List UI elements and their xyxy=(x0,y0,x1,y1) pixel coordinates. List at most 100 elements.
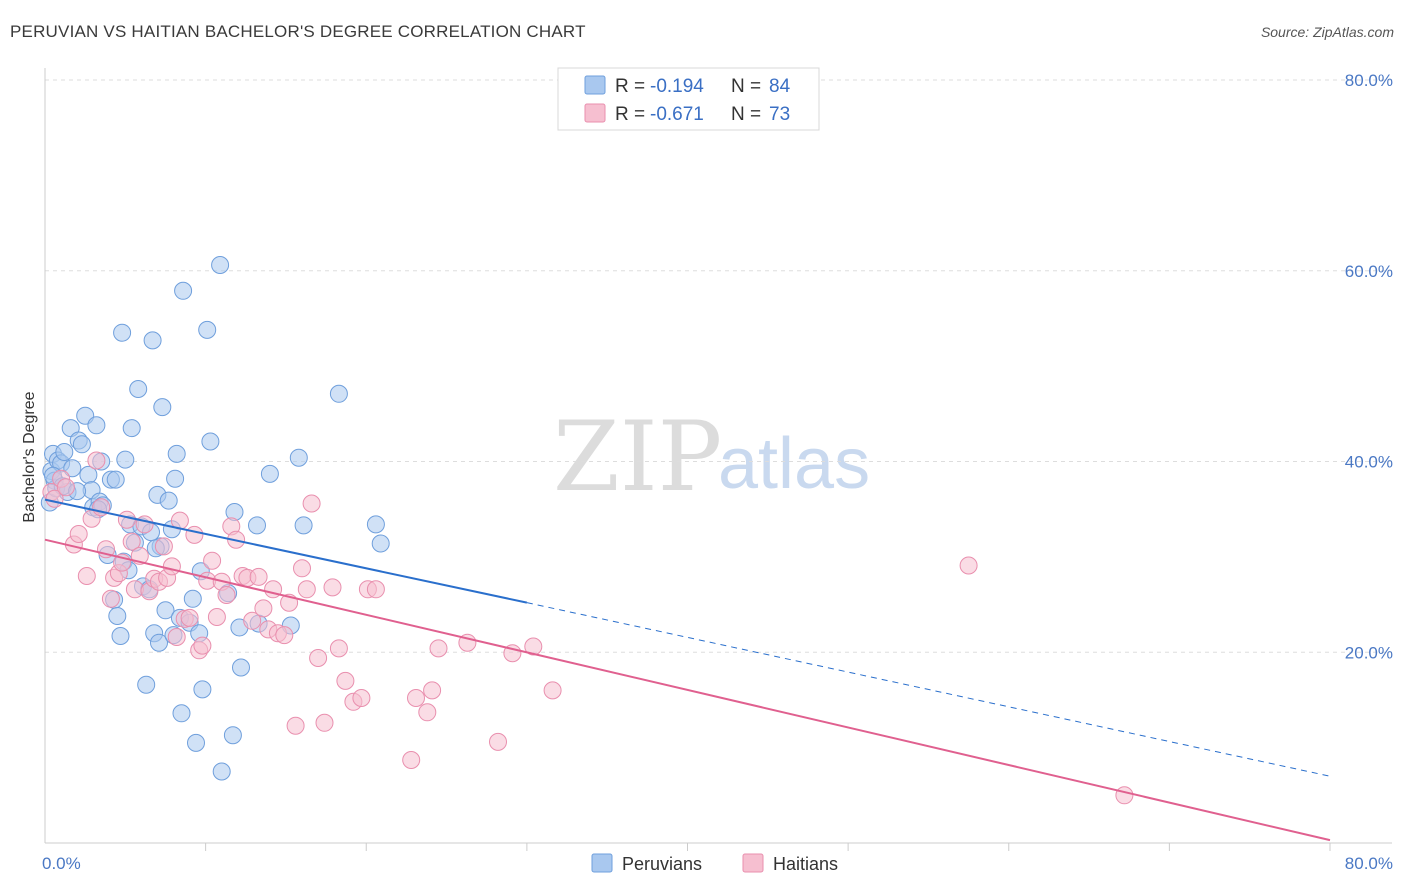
legend-n-label-2: N = xyxy=(731,104,761,125)
haitian-point-51 xyxy=(294,560,311,577)
peruvian-point-56 xyxy=(184,590,201,607)
haitian-point-63 xyxy=(403,752,420,769)
peruvian-point-12 xyxy=(73,436,90,453)
peruvian-point-70 xyxy=(249,517,266,534)
y-tick-label-1: 40.0% xyxy=(1345,453,1393,472)
peruvian-point-74 xyxy=(290,449,307,466)
haitian-point-19 xyxy=(136,516,153,533)
haitian-point-11 xyxy=(102,590,119,607)
watermark-zip: ZIP xyxy=(553,401,722,513)
haitian-point-15 xyxy=(118,511,135,528)
haitian-point-73 xyxy=(960,557,977,574)
peruvian-point-29 xyxy=(117,451,134,468)
haitian-point-55 xyxy=(316,714,333,731)
haitian-point-66 xyxy=(424,682,441,699)
peruvian-point-69 xyxy=(233,659,250,676)
legend-n-value-1: 84 xyxy=(769,76,791,97)
haitian-point-72 xyxy=(544,682,561,699)
peruvian-point-62 xyxy=(202,433,219,450)
peruvian-point-63 xyxy=(212,257,229,274)
bottom-legend: Peruvians Haitians xyxy=(592,854,838,874)
peruvian-point-66 xyxy=(224,727,241,744)
haitian-point-52 xyxy=(298,581,315,598)
peruvian-trend-extension xyxy=(527,603,1330,777)
peruvian-point-47 xyxy=(160,492,177,509)
peruvian-point-25 xyxy=(107,471,124,488)
haitian-point-74 xyxy=(1116,787,1133,804)
watermark-atlas: atlas xyxy=(718,424,870,504)
peruvian-point-45 xyxy=(154,399,171,416)
haitian-point-8 xyxy=(88,452,105,469)
haitian-point-34 xyxy=(204,552,221,569)
haitian-point-53 xyxy=(303,495,320,512)
peruvian-point-61 xyxy=(199,321,216,338)
peruvian-point-28 xyxy=(114,324,131,341)
peruvian-point-54 xyxy=(175,282,192,299)
peruvian-point-24 xyxy=(109,608,126,625)
legend-r-label-1: R = xyxy=(615,76,645,97)
bottom-legend-haitians: Haitians xyxy=(773,854,838,874)
peruvian-point-77 xyxy=(367,516,384,533)
peruvian-point-53 xyxy=(173,705,190,722)
haitian-point-6 xyxy=(78,568,95,585)
peruvian-point-40 xyxy=(144,332,161,349)
peruvian-point-75 xyxy=(295,517,312,534)
haitian-point-23 xyxy=(155,538,172,555)
haitian-point-3 xyxy=(57,479,74,496)
peruvian-point-72 xyxy=(261,465,278,482)
legend-n-value-2: 73 xyxy=(769,104,790,125)
haitian-point-69 xyxy=(490,733,507,750)
haitian-point-62 xyxy=(367,581,384,598)
haitian-point-30 xyxy=(186,526,203,543)
y-tick-label-2: 60.0% xyxy=(1345,262,1393,281)
peruvian-point-50 xyxy=(167,470,184,487)
haitian-point-58 xyxy=(337,672,354,689)
haitian-point-5 xyxy=(70,526,87,543)
haitian-point-65 xyxy=(419,704,436,721)
x-tick-label-1: 80.0% xyxy=(1345,854,1393,873)
y-axis-label: Bachelor's Degree xyxy=(21,391,38,522)
peruvian-point-76 xyxy=(330,385,347,402)
peruvian-point-64 xyxy=(213,763,230,780)
peruvian-point-26 xyxy=(112,628,129,645)
x-tick-label-0: 0.0% xyxy=(42,854,81,873)
haitian-point-57 xyxy=(330,640,347,657)
haitian-point-64 xyxy=(408,690,425,707)
grid-lines xyxy=(45,80,1392,652)
legend-r-label-2: R = xyxy=(615,104,645,125)
legend-r-value-1: -0.194 xyxy=(650,76,704,97)
peruvian-point-37 xyxy=(138,676,155,693)
haitian-point-26 xyxy=(168,629,185,646)
haitian-point-37 xyxy=(218,587,235,604)
peruvian-point-78 xyxy=(372,535,389,552)
peruvian-point-57 xyxy=(188,734,205,751)
haitian-point-25 xyxy=(163,558,180,575)
peruvian-point-17 xyxy=(88,417,105,434)
peruvian-point-60 xyxy=(194,681,211,698)
legend-r-value-2: -0.671 xyxy=(650,104,704,125)
peruvian-point-32 xyxy=(123,420,140,437)
haitian-point-44 xyxy=(255,600,272,617)
peruvian-point-34 xyxy=(130,381,147,398)
peruvian-point-7 xyxy=(56,444,73,461)
legend-swatch-peruvians xyxy=(585,76,605,94)
haitian-trend-line xyxy=(45,540,1330,840)
haitian-point-29 xyxy=(181,609,198,626)
legend: R = -0.194 N = 84 R = -0.671 N = 73 xyxy=(558,68,819,130)
haitian-point-32 xyxy=(194,637,211,654)
legend-swatch-haitians xyxy=(585,104,605,122)
y-tick-label-3: 80.0% xyxy=(1345,71,1393,90)
haitian-point-35 xyxy=(208,609,225,626)
haitian-point-50 xyxy=(287,717,304,734)
bottom-legend-swatch-haitians xyxy=(743,854,763,872)
haitian-point-54 xyxy=(310,650,327,667)
bottom-legend-swatch-peruvians xyxy=(592,854,612,872)
haitian-point-48 xyxy=(276,627,293,644)
haitian-point-67 xyxy=(430,640,447,657)
scatter-chart: ZIP atlas 20.0%40.0%60.0%80.0%0.0% 80.0% … xyxy=(0,0,1406,892)
bottom-legend-peruvians: Peruvians xyxy=(622,854,702,874)
peruvian-trend-line xyxy=(45,500,527,603)
peruvian-point-51 xyxy=(168,445,185,462)
haitian-point-60 xyxy=(353,690,370,707)
y-tick-label-0: 20.0% xyxy=(1345,643,1393,662)
